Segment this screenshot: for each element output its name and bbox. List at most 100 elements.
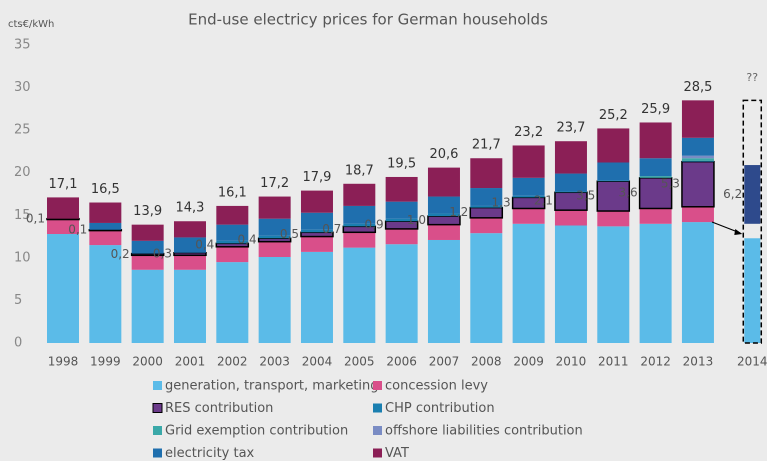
bar-segment [131,269,164,343]
y-axis-label: cts€/kWh [8,19,54,30]
total-label: 19,5 [387,156,416,171]
x-tick-label: 1999 [90,355,121,369]
x-tick-label: 2001 [175,355,206,369]
bar-segment [89,230,122,246]
segment-label: 3,5 [576,189,595,203]
bar-segment [681,158,714,161]
y-tick-label: 0 [14,336,22,351]
bar-segment [47,234,79,343]
total-label: 25,9 [641,102,670,117]
segment-label: 5,3 [661,177,680,191]
bar-segment [638,177,673,210]
bar-segment [216,262,249,343]
segment-label: 0,9 [365,218,384,232]
bar-segment [216,224,249,241]
bar-segment [512,145,545,178]
bar-segment [681,222,714,343]
bar-segment [343,205,376,224]
bar-segment [597,180,630,182]
legend-swatch [153,381,162,390]
bar-segment [512,223,545,343]
legend-swatch [373,381,382,390]
legend-label: Grid exemption contribution [165,424,348,439]
bar-segment [216,240,249,244]
segment-label: 1,0 [407,213,426,227]
bar-segment [639,223,672,343]
bar-segment [343,223,376,227]
bar-segment [385,228,418,245]
x-tick-label: 2003 [259,355,290,369]
bar-segment [596,180,631,212]
y-tick-label: 35 [14,38,31,53]
arrow-head [734,229,743,235]
total-label: 21,7 [472,138,501,153]
x-tick-label: 2002 [217,355,248,369]
legend-label: VAT [385,446,409,461]
y-tick-label: 10 [14,250,31,265]
x-tick-label: 2000 [132,355,163,369]
bar-segment [639,122,672,159]
legend-swatch [153,448,162,458]
bar-segment [173,255,206,270]
projection-label: ?? [746,71,758,84]
legend-label: RES contribution [165,401,273,416]
legend-label: concession levy [385,379,488,394]
total-label: 20,6 [429,147,458,162]
x-tick-label: 2011 [598,355,629,369]
bar-segment [512,208,545,224]
bar-segment [512,177,545,196]
bar-segment [300,190,333,213]
bar-segment [385,218,418,222]
bar-segment [46,217,80,221]
bar-segment [639,176,672,178]
bar-segment [597,162,630,181]
segment-label: 0,7 [322,222,341,236]
bar-segment [343,232,376,248]
total-label: 23,2 [514,125,543,140]
total-label: 13,9 [133,204,162,219]
bar-segment [130,252,165,257]
bar-segment [597,128,630,163]
bar-segment [300,236,333,252]
legend-label: offshore liabilities contribution [385,424,583,439]
total-label: 14,3 [176,201,205,216]
bar-segment [131,224,164,241]
bar-segment [470,158,503,189]
bar-segment [343,183,376,206]
total-label: 17,1 [49,177,78,192]
legend-swatch [152,403,163,413]
x-tick-label: 2009 [513,355,544,369]
y-tick-label: 5 [14,293,22,308]
bar-segment [639,208,672,224]
total-label: 18,7 [345,163,374,178]
total-label: 17,9 [303,170,332,185]
legend-swatch [373,403,382,413]
bar-segment [470,205,503,208]
total-label: 23,7 [556,121,585,136]
segment-label: 0,1 [68,223,87,237]
bar-segment [216,246,249,263]
bar-segment [385,176,418,202]
bar-segment [173,221,206,238]
bar-segment [427,213,460,217]
total-label: 28,5 [683,80,712,95]
bar-segment [554,173,587,192]
total-label: 25,2 [599,108,628,123]
segment-label: 0,2 [111,247,130,261]
legend-label: CHP contribution [385,401,495,416]
bar-segment [427,167,460,197]
y-tick-label: 30 [14,80,31,95]
bar-segment [639,158,672,177]
legend-label: electricity tax [165,446,255,461]
bar-segment [300,229,333,233]
x-tick-label: 2008 [471,355,502,369]
x-tick-label: 2014 [737,355,767,369]
bar-segment [554,225,587,343]
bar-segment [681,160,714,162]
segment-label: 0,4 [238,232,257,246]
segment-label: 2,1 [534,194,553,208]
bar-segment [173,237,206,253]
bar-segment [597,226,630,343]
x-tick-label: 2010 [556,355,587,369]
